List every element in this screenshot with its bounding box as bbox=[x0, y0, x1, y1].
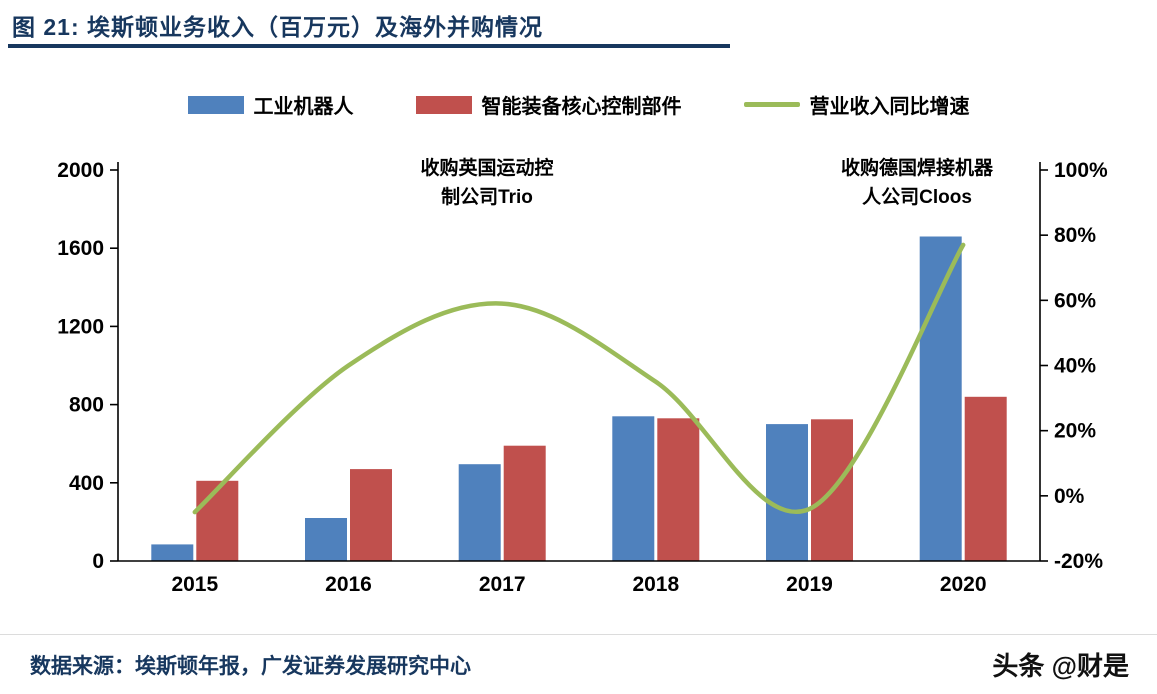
left-axis-tick-label: 800 bbox=[69, 394, 104, 417]
bar-industrial-robot-2017 bbox=[458, 464, 501, 561]
left-axis-tick-label: 0 bbox=[92, 550, 104, 573]
x-axis-label: 2020 bbox=[940, 573, 987, 596]
right-axis-tick-label: 20% bbox=[1054, 420, 1096, 443]
bar-core-components-2015 bbox=[196, 480, 239, 561]
x-axis-label: 2015 bbox=[171, 573, 218, 596]
bar-industrial-robot-2020 bbox=[919, 236, 962, 561]
title-underline bbox=[8, 44, 730, 48]
right-axis-tick-label: -20% bbox=[1054, 550, 1103, 573]
legend-label: 工业机器人 bbox=[253, 96, 354, 118]
revenue-growth-line bbox=[192, 242, 966, 515]
right-axis-tick-label: 0% bbox=[1054, 485, 1085, 508]
bar-industrial-robot-2016 bbox=[305, 518, 347, 561]
left-axis-tick-label: 400 bbox=[69, 472, 104, 495]
annotation-trio-acquisition: 收购英国运动控 制公司Trio bbox=[420, 158, 554, 208]
legend-item-industrial-robot: 工业机器人 bbox=[187, 90, 354, 119]
green-line-swatch-icon bbox=[743, 102, 800, 107]
annotation-cloos-acquisition: 收购德国焊接机器 人公司Cloos bbox=[840, 158, 994, 208]
left-axis-tick-label: 1600 bbox=[57, 237, 104, 260]
bar-core-components-2017 bbox=[503, 445, 546, 561]
legend-label: 营业收入同比增速 bbox=[809, 96, 970, 118]
footer-divider bbox=[0, 634, 1157, 635]
red-bar-swatch-icon bbox=[415, 95, 472, 114]
bar-core-components-2016 bbox=[350, 469, 392, 561]
data-source-note: 数据来源：埃斯顿年报，广发证券发展研究中心 bbox=[30, 655, 471, 678]
legend-item-core-components: 智能装备核心控制部件 bbox=[415, 90, 682, 119]
right-axis-tick-label: 40% bbox=[1054, 355, 1096, 378]
figure-title: 图 21: 埃斯顿业务收入（百万元）及海外并购情况 bbox=[12, 14, 544, 40]
blue-bar-swatch-icon bbox=[187, 95, 244, 114]
x-axis-label: 2019 bbox=[786, 573, 833, 596]
right-axis-tick-label: 100% bbox=[1054, 159, 1108, 182]
left-axis-tick-label: 1200 bbox=[57, 315, 104, 338]
legend-label: 智能装备核心控制部件 bbox=[481, 96, 682, 118]
watermark-text: 头条 @财是 bbox=[992, 651, 1129, 681]
right-axis-tick-label: 60% bbox=[1054, 289, 1096, 312]
bar-core-components-2020 bbox=[964, 396, 1007, 561]
chart-legend: 工业机器人 智能装备核心控制部件 营业收入同比增速 bbox=[0, 90, 1157, 119]
left-axis-tick-label: 2000 bbox=[57, 159, 104, 182]
legend-item-revenue-growth: 营业收入同比增速 bbox=[743, 90, 970, 119]
right-axis-tick-label: 80% bbox=[1054, 224, 1096, 247]
bar-industrial-robot-2015 bbox=[151, 544, 194, 561]
x-axis-label: 2018 bbox=[632, 573, 679, 596]
x-axis-label: 2017 bbox=[479, 573, 526, 596]
bar-industrial-robot-2019 bbox=[766, 424, 808, 561]
bar-core-components-2018 bbox=[657, 418, 700, 561]
bar-industrial-robot-2018 bbox=[612, 416, 655, 561]
x-axis-label: 2016 bbox=[325, 573, 372, 596]
